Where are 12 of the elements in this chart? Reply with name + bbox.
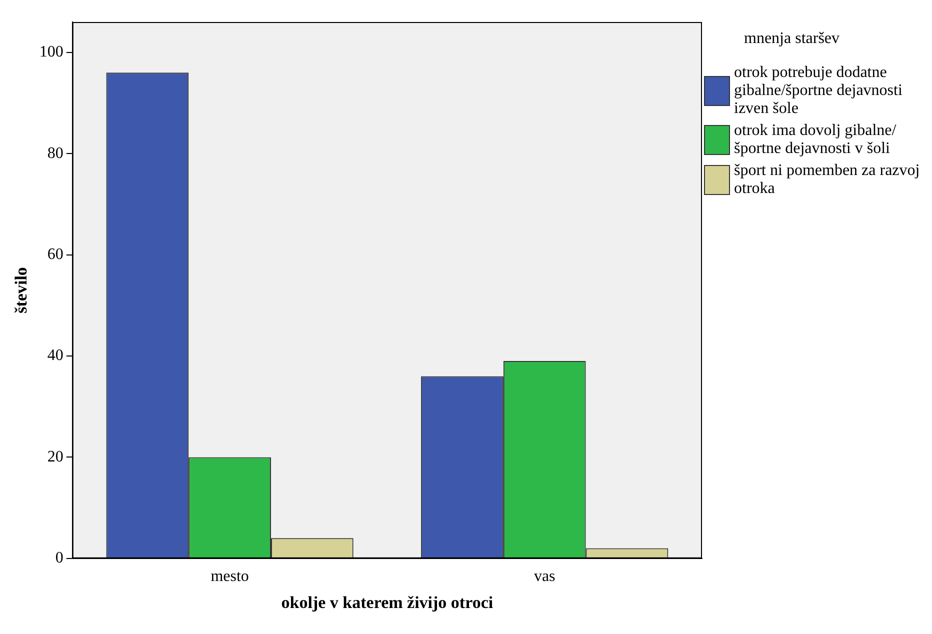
y-tick-label: 100 xyxy=(39,44,64,61)
y-tick-label: 20 xyxy=(47,448,64,466)
y-tick-label: 40 xyxy=(47,347,64,364)
y-tick-label: 60 xyxy=(47,246,64,263)
x-tick-label: vas xyxy=(534,568,556,586)
y-tick-label: 0 xyxy=(55,550,64,567)
x-tick-label: mesto xyxy=(210,568,249,586)
y-axis-title: število xyxy=(12,267,31,314)
legend-label: šport ni pomemben za razvoj otroka xyxy=(734,162,921,198)
legend-title: mnenja staršev xyxy=(743,30,841,48)
x-axis-title: okolje v katerem živijo otroci xyxy=(281,593,494,612)
y-tick-label: 80 xyxy=(47,144,64,162)
